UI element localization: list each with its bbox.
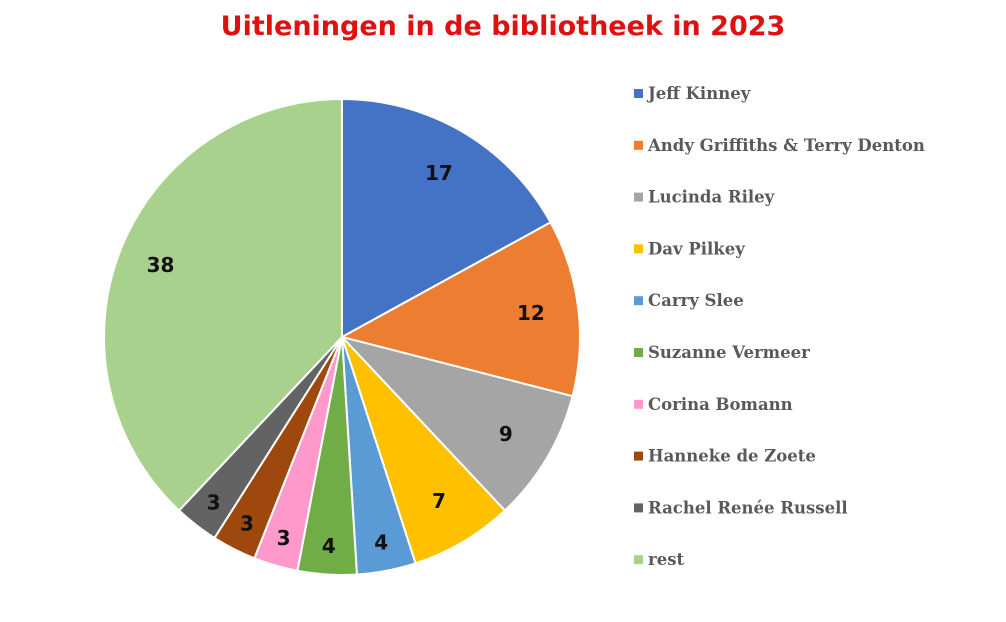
legend-label-suzanne-vermeer: Suzanne Vermeer	[648, 343, 810, 362]
legend-label-lucinda-riley: Lucinda Riley	[648, 188, 775, 207]
data-label-dav-pilkey: 7	[432, 489, 446, 513]
legend-swatch-rachel-renee-russell	[634, 503, 643, 513]
pie-slice-rest	[103, 97, 343, 512]
pie-slice-dav-pilkey	[341, 336, 507, 565]
data-label-rest: 38	[147, 253, 175, 277]
legend-swatch-rest	[634, 555, 643, 565]
legend-swatch-carry-slee	[634, 296, 643, 306]
legend-label-jeff-kinney: Jeff Kinney	[646, 84, 751, 103]
data-label-corina-bomann: 3	[277, 526, 291, 550]
legend: Jeff Kinney Andy Griffiths & Terry Denton…	[634, 84, 925, 569]
data-label-lucinda-riley: 9	[499, 422, 513, 446]
legend-label-rachel-renee-russell: Rachel Renée Russell	[648, 498, 848, 517]
data-label-andy-griffiths-terry-denton: 12	[517, 301, 545, 325]
pie-slices	[103, 97, 581, 576]
pie-slice-andy-griffiths-terry-denton	[339, 220, 581, 398]
data-label-rachel-renee-russell: 3	[207, 490, 221, 514]
legend-label-rest: rest	[648, 550, 684, 569]
data-label-carry-slee: 4	[374, 531, 388, 555]
chart-title: Uitleningen in de bibliotheek in 2023	[221, 11, 786, 42]
legend-label-carry-slee: Carry Slee	[648, 291, 744, 310]
legend-label-andy-griffiths-terry-denton: Andy Griffiths & Terry Denton	[647, 136, 925, 155]
legend-swatch-dav-pilkey	[634, 244, 643, 254]
legend-swatch-lucinda-riley	[634, 192, 643, 202]
data-label-hanneke-de-zoete: 3	[240, 512, 254, 536]
data-label-jeff-kinney: 17	[425, 161, 453, 185]
legend-swatch-andy-griffiths-terry-denton	[634, 140, 643, 150]
data-label-suzanne-vermeer: 4	[322, 534, 336, 558]
legend-label-dav-pilkey: Dav Pilkey	[648, 239, 745, 258]
legend-swatch-hanneke-de-zoete	[634, 451, 643, 461]
pie-slice-lucinda-riley	[338, 335, 574, 512]
pie-slice-jeff-kinney	[341, 97, 552, 339]
legend-swatch-suzanne-vermeer	[634, 348, 643, 357]
legend-swatch-jeff-kinney	[634, 89, 643, 98]
legend-label-hanneke-de-zoete: Hanneke de Zoete	[648, 447, 816, 466]
legend-swatch-corina-bomann	[634, 399, 643, 409]
legend-label-corina-bomann: Corina Bomann	[648, 395, 793, 414]
